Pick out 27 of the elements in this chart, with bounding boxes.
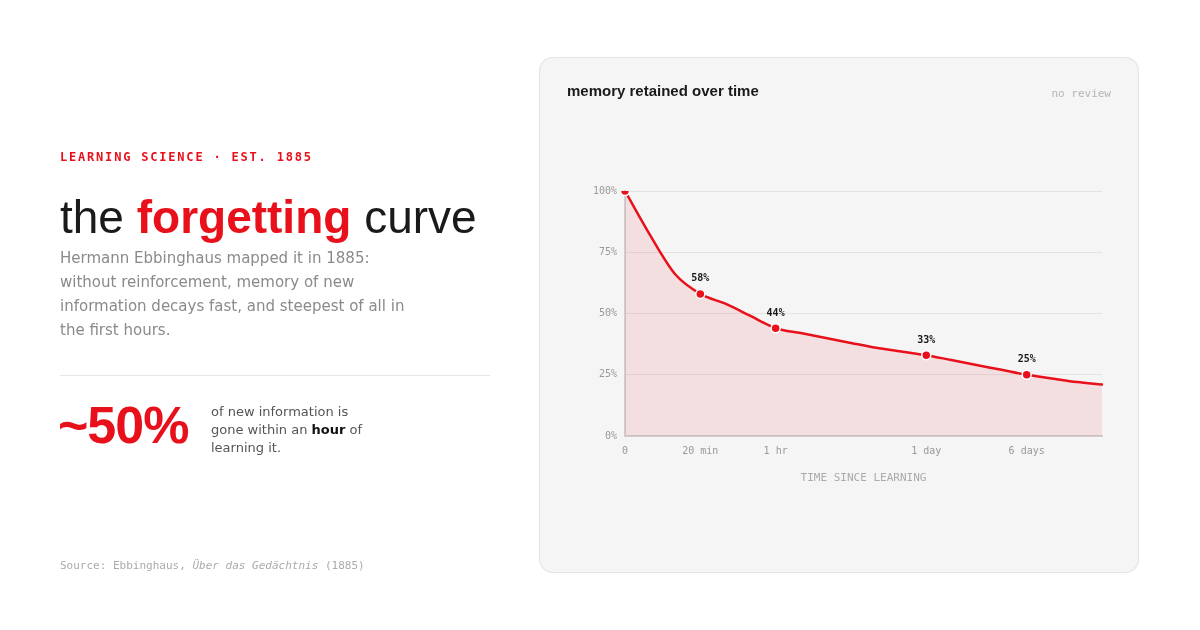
y-tick-label: 75%: [598, 245, 617, 257]
y-tick-label: 100%: [592, 184, 617, 196]
text: the forgetting curve: [60, 191, 477, 244]
point: [921, 349, 932, 361]
x-tick-label: 20 min: [682, 444, 719, 456]
y-tick-label: 25%: [598, 368, 617, 380]
x-tick-label: 6 days: [1008, 444, 1045, 456]
data-label: 44%: [766, 306, 785, 318]
text: ~50%: [58, 396, 189, 454]
text: Hermann Ebbinghaus mapped it in 1885: without reinforcement, memory of new information decays fast, and steepest of all in the first hours.: [60, 249, 405, 339]
point: [770, 322, 781, 334]
x-tick-label: 1 hr: [763, 444, 788, 456]
point: [1021, 369, 1032, 380]
text: LEARNING SCIENCE · EST. 1885: [60, 150, 313, 164]
data-label: 33%: [917, 333, 936, 345]
y-tick-label: 50%: [598, 307, 617, 319]
x-tick-label: 0: [621, 444, 629, 456]
text: of new information is gone within an hour of learning it.: [211, 404, 363, 455]
y-tick-label: 0%: [604, 429, 617, 441]
point: [695, 288, 706, 300]
chart-title: memory retained over time: [567, 81, 759, 101]
data-label: 58%: [691, 272, 710, 284]
data-label: 25%: [1017, 353, 1036, 365]
x-tick-label: 1 day: [911, 444, 942, 456]
chart-subtitle: no review: [1051, 87, 1111, 101]
source-note: Source: Ebbinghaus, Über das Gedächtnis (1885): [60, 559, 365, 573]
x-axis-title: TIME SINCE LEARNING: [800, 471, 927, 485]
